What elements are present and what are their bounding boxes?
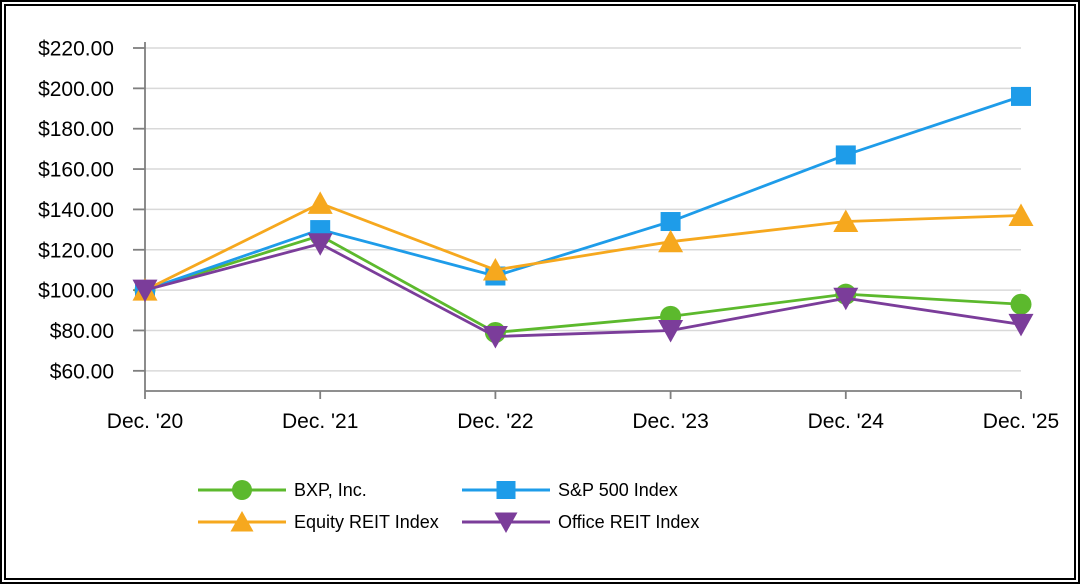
legend-label-office-reit: Office REIT Index <box>558 511 700 532</box>
axis-labels: $60.00 $80.00 $100.00 $120.00 $140.00 $160.00… <box>38 38 1059 434</box>
series-0 <box>134 225 1032 343</box>
y-axis-tick-label: $140.00 <box>38 199 114 222</box>
legend-label-sp500: S&P 500 Index <box>558 479 678 500</box>
x-axis-tick-label: Dec. '25 <box>983 410 1059 433</box>
y-axis-tick-label: $100.00 <box>38 280 114 303</box>
y-axis-tick-label: $60.00 <box>50 360 114 383</box>
circle-marker-icon <box>198 480 286 500</box>
x-axis-tick-label: Dec. '21 <box>282 410 358 433</box>
bxp-swatch <box>198 477 286 503</box>
legend-item-sp500: S&P 500 Index <box>462 476 678 504</box>
legend-label-bxp: BXP, Inc. <box>294 479 367 500</box>
sp500-swatch <box>462 477 550 503</box>
series-2 <box>132 191 1034 301</box>
y-axis-tick-label: $80.00 <box>50 320 114 343</box>
y-axis-tick-label: $180.00 <box>38 118 114 141</box>
equity-reit-swatch <box>198 509 286 535</box>
x-axis-tick-label: Dec. '24 <box>808 410 885 433</box>
x-axis-tick-label: Dec. '20 <box>107 410 183 433</box>
legend-item-bxp: BXP, Inc. <box>198 476 367 504</box>
gridlines <box>145 47 1021 372</box>
x-axis-tick-label: Dec. '22 <box>457 410 533 433</box>
triangle-down-marker-icon <box>462 512 550 533</box>
legend-item-office-reit: Office REIT Index <box>462 508 699 536</box>
series-3 <box>132 233 1034 349</box>
y-axis-tick-label: $120.00 <box>38 239 114 262</box>
triangle-up-marker-icon <box>198 511 286 532</box>
office-reit-swatch <box>462 509 550 535</box>
y-axis-tick-label: $220.00 <box>38 38 114 61</box>
square-marker-icon <box>462 481 550 499</box>
y-axis-tick-label: $160.00 <box>38 159 114 182</box>
y-axis-tick-label: $200.00 <box>38 78 114 101</box>
legend-label-equity-reit: Equity REIT Index <box>294 511 439 532</box>
series-1 <box>135 86 1031 300</box>
legend-item-equity-reit: Equity REIT Index <box>198 508 439 536</box>
x-axis-tick-label: Dec. '23 <box>632 410 708 433</box>
